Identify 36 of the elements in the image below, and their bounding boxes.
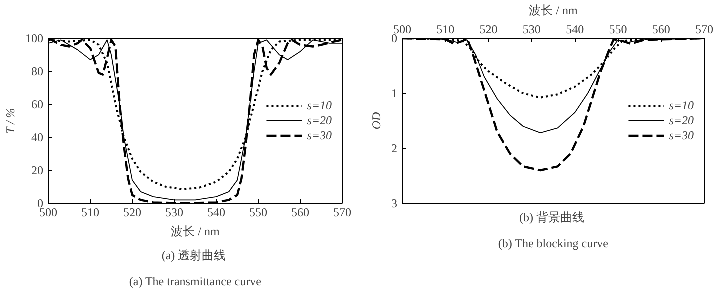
x-tick-label: 540 [208,206,226,220]
x-axis-title: 波长 / nm [529,4,578,18]
text: (b) 背景曲线 [520,210,585,224]
text: (a) 透射曲线 [162,248,226,262]
x-tick-label: 510 [436,22,455,36]
y-tick-label: 80 [32,64,44,78]
x-tick-label: 560 [292,206,310,220]
x-tick-label: 570 [696,22,714,36]
x-tick-label: 540 [566,22,584,36]
x-tick-label: 510 [82,206,100,220]
x-tick-label: 530 [166,206,184,220]
x-tick-label: 520 [124,206,142,220]
y-axis-title: T / % [4,108,18,134]
x-tick-label: 530 [522,22,541,36]
legend-label: s=10 [669,98,694,113]
x-tick-label: 550 [609,22,628,36]
legend-label: s=20 [307,113,332,128]
y-tick-label: 40 [32,130,44,144]
legend-label: s=20 [669,113,694,128]
text: (a) The transmittance curve [129,274,262,288]
y-tick-label: 2 [392,142,398,156]
legend-label: s=30 [669,128,694,143]
legend-label: s=10 [307,98,332,113]
y-tick-label: 60 [32,98,44,112]
x-tick-label: 570 [334,206,352,220]
y-tick-label: 1 [392,86,398,100]
x-axis-title: 波长 / nm [171,224,220,238]
x-tick-label: 560 [652,22,670,36]
x-tick-label: 520 [480,22,498,36]
x-tick-label: 550 [250,206,268,220]
y-tick-label: 3 [392,196,398,210]
y-tick-label: 20 [32,164,44,178]
y-axis-title: OD [370,112,384,130]
text: (b) The blocking curve [498,236,608,250]
y-tick-label: 100 [26,32,44,46]
legend-label: s=30 [307,128,332,143]
